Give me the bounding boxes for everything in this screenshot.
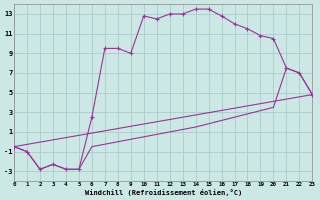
X-axis label: Windchill (Refroidissement éolien,°C): Windchill (Refroidissement éolien,°C) <box>84 189 242 196</box>
